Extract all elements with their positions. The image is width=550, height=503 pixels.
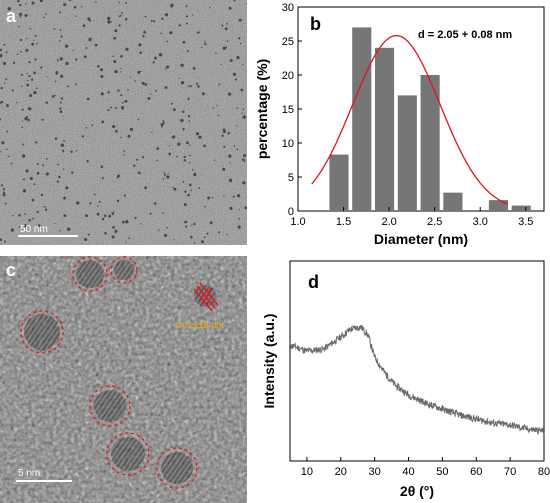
nanoparticle-circles <box>20 256 198 489</box>
panel-d-label: d <box>308 272 319 292</box>
histogram-bar <box>374 47 395 211</box>
x-tick-label: 2.5 <box>427 216 442 228</box>
histogram-bar <box>488 200 509 211</box>
y-tick-label: 15 <box>282 104 294 116</box>
nanoparticle-circle <box>156 447 198 489</box>
size-annotation: d = 2.05 + 0.08 nm <box>418 29 512 41</box>
histogram-bar <box>443 192 463 211</box>
y-tick-label: 25 <box>282 36 294 48</box>
histogram-bar <box>397 95 417 211</box>
x-tick-label: 3.0 <box>473 216 488 228</box>
xrd-chart: 10 20 30 40 50 60 70 80 d 2θ (°) Intensity (a.u… <box>261 260 550 499</box>
panel-c-label: c <box>6 260 16 280</box>
histogram-bar <box>329 154 349 211</box>
nanoparticle-circle <box>110 256 138 284</box>
xrd-pattern-line <box>289 324 545 436</box>
x-tick-label: 3.5 <box>518 216 533 228</box>
x-tick-label: 40 <box>402 466 414 478</box>
histogram-x-axis-label: Diameter (nm) <box>374 231 468 247</box>
y-tick-label: 0 <box>288 206 294 218</box>
x-tick-label: 1.5 <box>336 216 351 228</box>
histogram-bar <box>352 27 372 212</box>
xrd-y-axis-label: Intensity (a.u.) <box>261 314 277 409</box>
x-tick-label: 80 <box>538 466 550 478</box>
tem-image-c: d=0.218 nm c 5 nm <box>0 256 247 503</box>
scale-bar-label-c: 5 nm <box>18 468 40 479</box>
histogram-bar <box>511 205 531 211</box>
panel-b-label: b <box>310 14 321 34</box>
x-tick-label: 1.0 <box>290 216 305 228</box>
x-tick-label: 70 <box>504 466 516 478</box>
x-tick-label: 30 <box>369 466 381 478</box>
y-tick-label: 5 <box>288 172 294 184</box>
lattice-fringe-marker <box>193 282 219 312</box>
nanoparticle-circle <box>106 432 150 476</box>
histogram-chart: 0 5 10 15 20 25 30 1.0 1.5 2.0 2.5 3.0 3.5 b d = 2.… <box>254 2 545 247</box>
gaussian-fit-curve <box>311 34 508 205</box>
y-tick-label: 20 <box>282 70 294 82</box>
nanoparticle-circle <box>72 256 108 292</box>
x-tick-label: 50 <box>436 466 448 478</box>
x-tick-label: 60 <box>470 466 482 478</box>
panel-a: a 50 nm <box>0 0 247 245</box>
xrd-plot-area <box>289 260 545 462</box>
y-tick-label: 30 <box>282 2 294 14</box>
panel-d: 10 20 30 40 50 60 70 80 d 2θ (°) Intensity (a.u… <box>250 256 550 503</box>
x-tick-label: 2.0 <box>381 216 396 228</box>
lattice-spacing-label: d=0.218 nm <box>176 320 224 330</box>
x-tick-label: 10 <box>301 466 313 478</box>
nanoparticle-circle <box>89 385 131 427</box>
histogram-y-axis-label: percentage (%) <box>254 59 270 159</box>
panel-c: d=0.218 nm c 5 nm <box>0 256 247 503</box>
tem-image-a: a 50 nm <box>0 0 247 245</box>
panel-a-label: a <box>6 6 17 26</box>
xrd-x-axis-label: 2θ (°) <box>400 483 434 499</box>
panel-b: 0 5 10 15 20 25 30 1.0 1.5 2.0 2.5 3.0 3.5 b d = 2.… <box>250 0 550 252</box>
x-tick-label: 20 <box>335 466 347 478</box>
scale-bar-label-a: 50 nm <box>20 224 48 235</box>
nanoparticle-circle <box>20 310 64 354</box>
y-tick-label: 10 <box>282 138 294 150</box>
histogram-bar <box>420 75 440 211</box>
